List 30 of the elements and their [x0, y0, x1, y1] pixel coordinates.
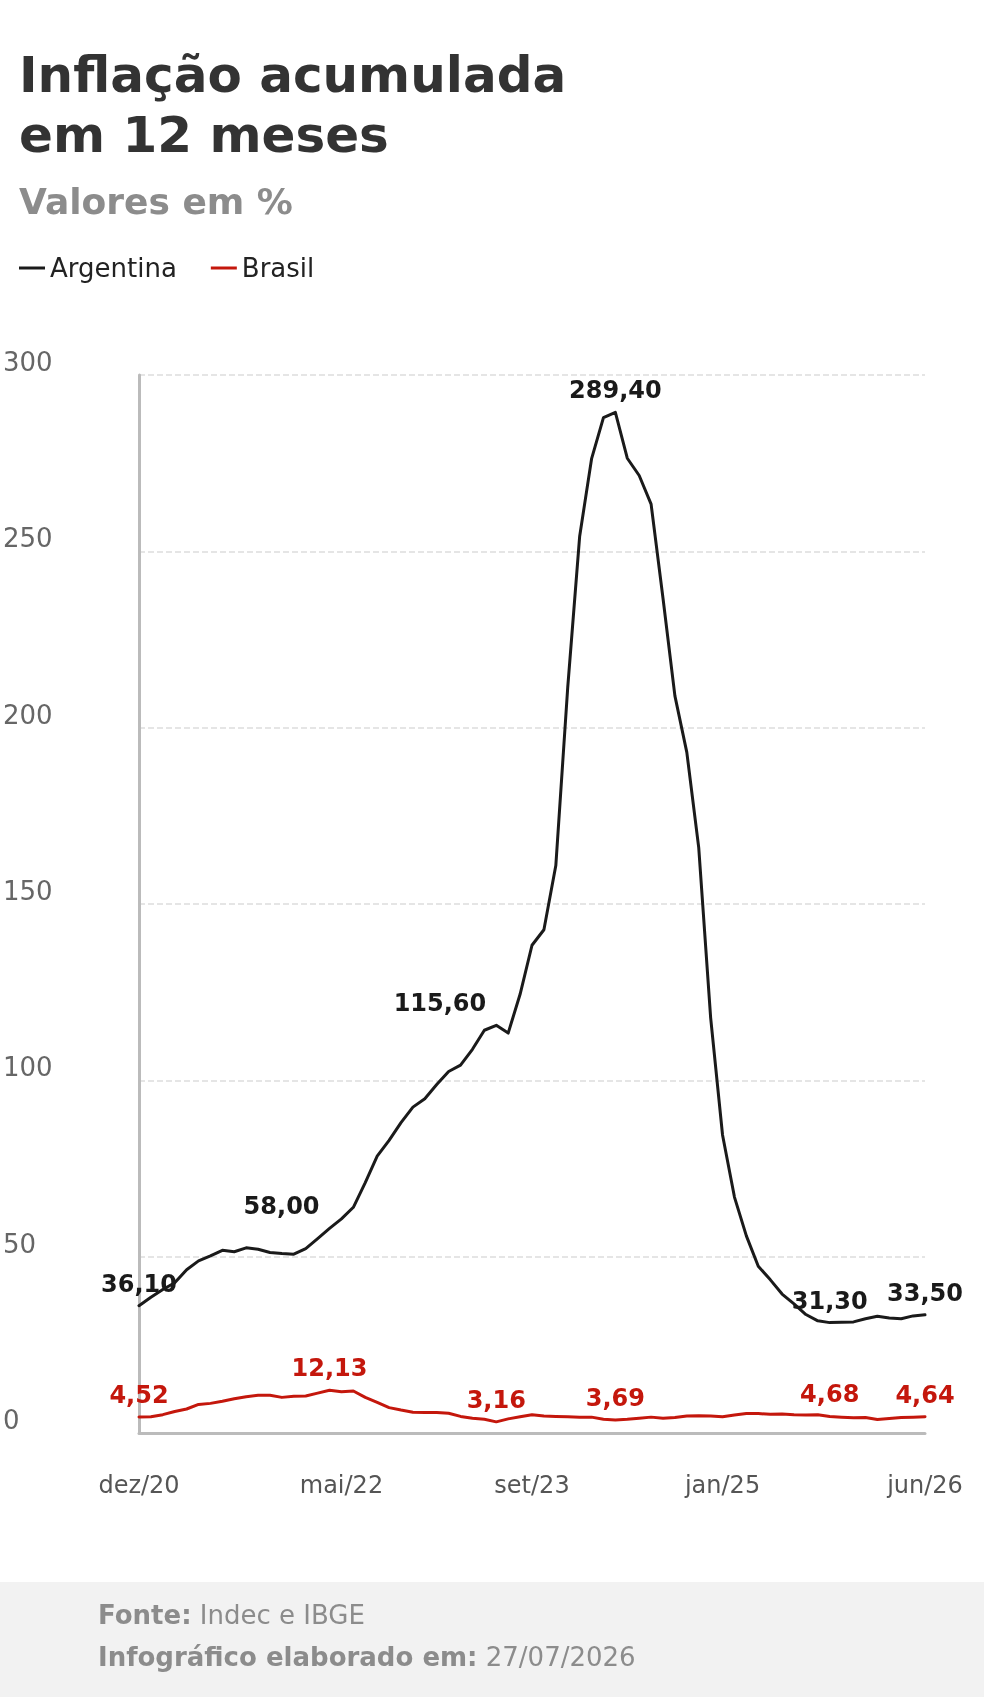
legend-label: Brasil: [241, 253, 315, 283]
y-tick-label: 100: [3, 1052, 53, 1083]
y-tick-label: 50: [3, 1228, 37, 1259]
legend-label: Argentina: [50, 253, 177, 283]
data-label: 36,10: [101, 1269, 177, 1298]
data-label: 12,13: [291, 1354, 368, 1383]
chart-subtitle: Valores em %: [19, 180, 293, 222]
data-label: 4,68: [800, 1380, 860, 1409]
data-label: 3,16: [466, 1385, 526, 1414]
data-label: 4,64: [895, 1380, 955, 1409]
chart-title: Inflação acumulada em 12 meses: [19, 46, 584, 164]
x-tick-label: jun/26: [886, 1471, 963, 1499]
data-label: 3,69: [585, 1383, 645, 1412]
y-tick-label: 150: [3, 876, 53, 906]
data-label: 4,52: [109, 1381, 169, 1410]
data-label: 115,60: [393, 989, 487, 1018]
y-tick-label: 250: [3, 523, 53, 554]
y-tick-label: 300: [3, 347, 53, 377]
source-note: Fonte: Indec e IBGE: [98, 1600, 365, 1630]
x-tick-label: mai/22: [299, 1471, 384, 1499]
x-tick-label: dez/20: [98, 1471, 180, 1499]
data-label: 31,30: [791, 1286, 868, 1315]
text: Infográfico elaborado em: 27/07/2026: [98, 1642, 636, 1672]
data-label: 33,50: [887, 1278, 963, 1307]
data-label: 58,00: [243, 1192, 320, 1221]
y-tick-label: 200: [3, 699, 53, 730]
x-tick-label: set/23: [494, 1471, 570, 1499]
y-tick-label: 0: [3, 1405, 20, 1435]
x-tick-label: jan/25: [683, 1471, 761, 1499]
data-label: 289,40: [569, 376, 662, 405]
